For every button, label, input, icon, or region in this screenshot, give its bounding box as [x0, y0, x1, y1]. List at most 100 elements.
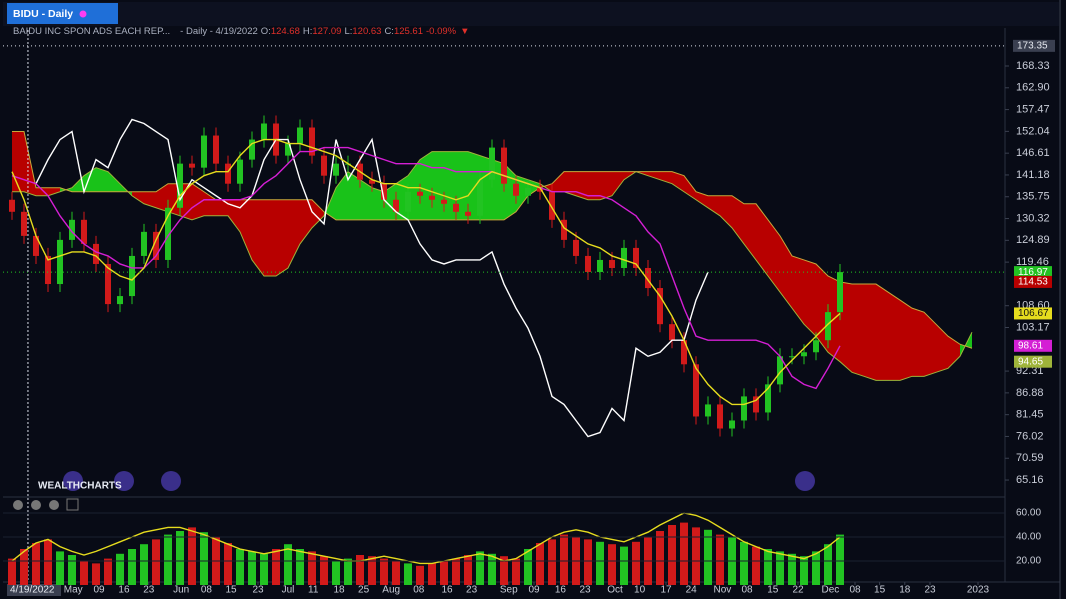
x-tick-label: Oct: [607, 585, 623, 596]
tool-icon[interactable]: [31, 500, 41, 510]
y-tick-label: 76.02: [1016, 430, 1044, 442]
x-tick-label: 23: [143, 585, 155, 596]
osc-bar: [584, 539, 592, 585]
cloud-segment: [276, 199, 288, 277]
candle-body: [609, 259, 615, 268]
x-tick-label: Sep: [500, 585, 518, 596]
candle-body: [669, 324, 675, 341]
cloud-segment: [240, 199, 252, 260]
osc-bar: [224, 543, 232, 585]
x-tick-label: 09: [93, 585, 105, 596]
y-tick-label: 152.04: [1016, 125, 1050, 137]
candle-body: [45, 255, 51, 285]
ohlc-value: 120.63: [352, 26, 381, 37]
osc-bar: [68, 555, 76, 585]
osc-bar: [284, 544, 292, 585]
event-icon[interactable]: [795, 471, 815, 491]
top-bar: [3, 2, 1059, 26]
candle-body: [93, 243, 99, 264]
cloud-segment: [228, 199, 240, 232]
y-tick-label: 141.18: [1016, 169, 1050, 181]
osc-bar: [524, 549, 532, 585]
y-tick-label: 65.16: [1016, 474, 1044, 486]
osc-bar: [668, 525, 676, 585]
osc-tick-label: 60.00: [1016, 508, 1041, 519]
cloud-segment: [300, 199, 312, 244]
event-icon[interactable]: [114, 471, 134, 491]
cloud-segment: [744, 203, 756, 260]
cloud-segment: [348, 171, 360, 220]
event-icon[interactable]: [63, 471, 83, 491]
cloud-segment: [84, 167, 96, 192]
tool-icon[interactable]: [66, 498, 79, 511]
cloud-segment: [684, 175, 696, 200]
tool-icon[interactable]: [49, 500, 59, 510]
x-tick-label: May: [64, 585, 83, 596]
candle-body: [405, 191, 411, 212]
osc-bar: [32, 543, 40, 585]
event-icon[interactable]: [161, 471, 181, 491]
y-tick-label: 168.33: [1016, 60, 1050, 72]
x-tick-label: Dec: [822, 585, 840, 596]
ohlc-label: H:: [303, 26, 313, 37]
y-tick-label: 70.59: [1016, 452, 1044, 464]
osc-bar: [152, 539, 160, 585]
x-tick-label: 2023: [967, 585, 990, 596]
cloud-segment: [864, 284, 876, 381]
price-tag-label: 98.61: [1018, 340, 1043, 351]
candle-body: [681, 340, 687, 365]
y-tick-label: 86.88: [1016, 387, 1044, 399]
osc-bar: [44, 539, 52, 585]
cloud-segment: [756, 203, 768, 277]
candle-body: [21, 211, 27, 236]
y-tick-label: 157.47: [1016, 103, 1050, 115]
candle-body: [777, 356, 783, 385]
osc-bar: [680, 522, 688, 585]
candle-body: [729, 420, 735, 429]
candle-body: [549, 191, 555, 220]
x-tick-label: 25: [358, 585, 370, 596]
candle-body: [573, 239, 579, 256]
cloud-segment: [360, 179, 372, 220]
tab-dot: [79, 10, 87, 18]
ohlc-label: O:: [261, 26, 271, 37]
tool-icon[interactable]: [13, 500, 23, 510]
osc-bar: [548, 539, 556, 585]
price-pane: [9, 115, 973, 438]
candle-body: [585, 255, 591, 272]
osc-bar: [800, 556, 808, 585]
osc-bar: [200, 532, 208, 585]
candle-body: [69, 219, 75, 240]
osc-bar: [104, 558, 112, 585]
price-tag-label: 114.53: [1018, 277, 1048, 288]
cloud-segment: [288, 199, 300, 268]
osc-bar: [140, 544, 148, 585]
osc-bar: [596, 541, 604, 585]
price-tag-label: 94.65: [1018, 356, 1043, 367]
cloud-segment: [876, 284, 888, 381]
candle-body: [417, 191, 423, 196]
candle-body: [705, 404, 711, 417]
candle-body: [813, 340, 819, 353]
osc-line: [11, 512, 841, 565]
candle-body: [477, 179, 483, 216]
tenkan-line: [11, 138, 841, 406]
price-tag: [1014, 307, 1052, 320]
osc-bar: [776, 551, 784, 585]
cloud-segment: [432, 151, 444, 220]
cloud-segment: [720, 195, 732, 228]
ohlc-label: C:: [384, 26, 394, 37]
crosshair-date: 4/19/2022: [10, 585, 55, 596]
osc-bar: [272, 549, 280, 585]
x-tick-label: 11: [308, 585, 319, 596]
candle-body: [597, 259, 603, 272]
cloud-segment: [696, 191, 708, 208]
candle-body: [105, 263, 111, 305]
x-tick-label: 22: [792, 585, 804, 596]
candle-body: [225, 163, 231, 184]
candle-body: [153, 231, 159, 260]
candle-body: [753, 396, 759, 413]
x-tick-label: Jul: [282, 585, 295, 596]
symbol-tab[interactable]: [7, 3, 118, 24]
